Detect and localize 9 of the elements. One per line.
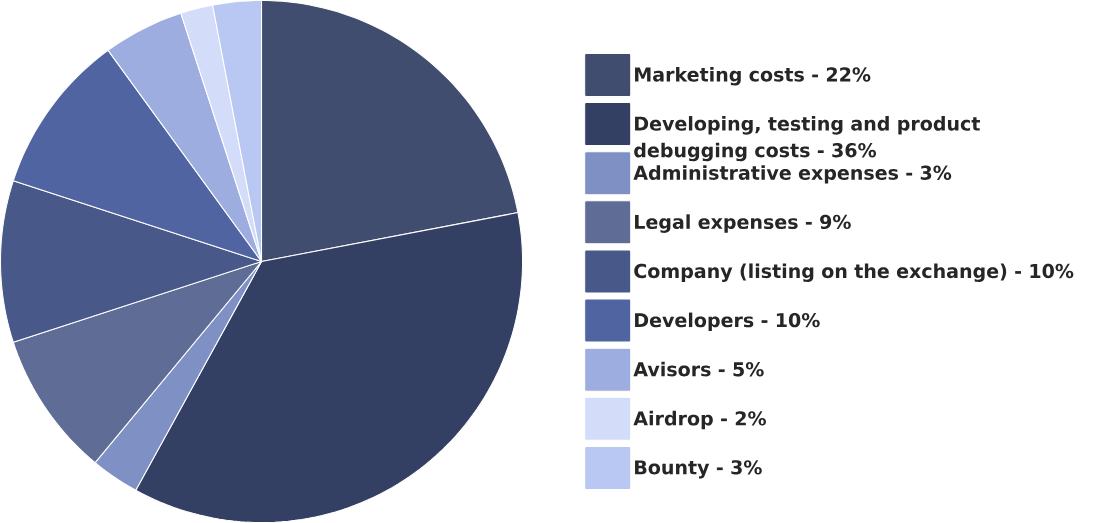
legend-label: Developing, testing and product debugging costs - 36% <box>634 116 980 162</box>
legend-label: Administrative expenses - 3% <box>633 165 952 184</box>
legend-label: Legal expenses - 9% <box>635 214 851 233</box>
legend-label: Company (listing on the exchange) - 10% <box>634 263 1074 283</box>
legend-label: Marketing costs - 22% <box>635 66 871 86</box>
legend-label: Developers - 10% <box>635 312 820 331</box>
legend-label: Airdrop - 2% <box>633 410 766 430</box>
legend-label: Bounty - 3% <box>635 460 762 479</box>
legend-label: Avisors - 5% <box>633 361 764 377</box>
